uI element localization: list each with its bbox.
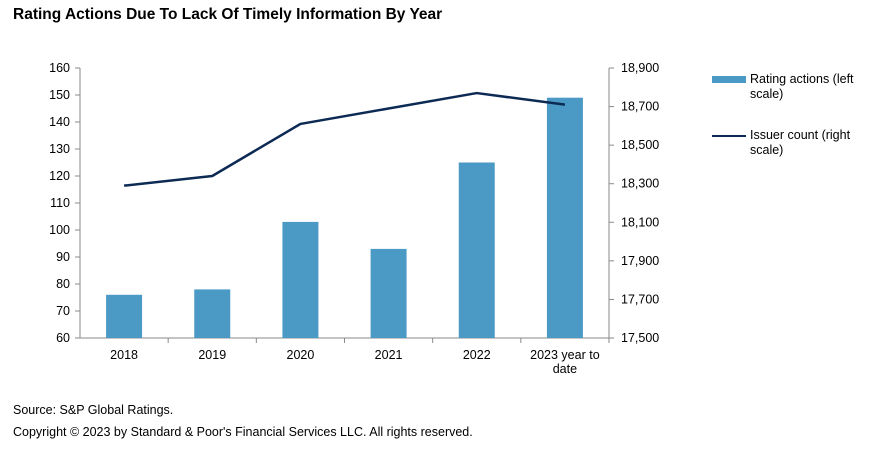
tick-labels: 60 70 80 90 100 110 120 130 140 150 160 17,500 17,70… bbox=[49, 61, 659, 376]
right-tick-label: 17,900 bbox=[621, 254, 659, 268]
left-tick-label: 70 bbox=[56, 304, 70, 318]
right-tick-label: 18,700 bbox=[621, 100, 659, 114]
left-tick-label: 80 bbox=[56, 277, 70, 291]
bar bbox=[106, 294, 143, 338]
right-tick-label: 17,700 bbox=[621, 292, 659, 306]
bar bbox=[194, 289, 231, 338]
bar bbox=[282, 221, 319, 338]
legend-line-label: Issuer count (right scale) bbox=[750, 128, 851, 157]
axes bbox=[75, 67, 614, 343]
chart-title: Rating Actions Due To Lack Of Timely Inf… bbox=[13, 6, 443, 23]
bar-series bbox=[106, 97, 583, 338]
x-tick-label: 2019 bbox=[198, 348, 226, 362]
left-tick-label: 140 bbox=[49, 115, 70, 129]
bar bbox=[546, 97, 583, 338]
left-tick-label: 130 bbox=[49, 142, 70, 156]
bar bbox=[458, 162, 495, 338]
right-tick-label: 18,900 bbox=[621, 61, 659, 75]
legend-bar-label: Rating actions (left scale) bbox=[750, 72, 854, 101]
right-tick-label: 18,300 bbox=[621, 177, 659, 191]
left-tick-label: 110 bbox=[50, 196, 70, 210]
source-note: Source: S&P Global Ratings. bbox=[13, 403, 174, 417]
issuer-count-line bbox=[123, 91, 566, 187]
left-tick-label: 60 bbox=[56, 331, 70, 345]
left-tick-label: 100 bbox=[49, 223, 70, 237]
chart: 60 70 80 90 100 110 120 130 140 150 160 17,500 17,70… bbox=[49, 61, 659, 376]
right-tick-label: 18,100 bbox=[621, 215, 659, 229]
line-series bbox=[123, 91, 566, 187]
right-tick-label: 18,500 bbox=[621, 138, 659, 152]
copyright-note: Copyright © 2023 by Standard & Poor's Fi… bbox=[13, 425, 473, 439]
bar bbox=[370, 248, 407, 338]
left-tick-label: 160 bbox=[49, 61, 70, 75]
x-tick-label: 2020 bbox=[287, 348, 315, 362]
x-tick-label: 2023 year to date bbox=[530, 348, 600, 376]
legend-bar-swatch bbox=[712, 76, 746, 83]
left-tick-label: 120 bbox=[49, 169, 70, 183]
x-tick-label: 2021 bbox=[375, 348, 403, 362]
x-tick-label: 2022 bbox=[463, 348, 491, 362]
x-tick-label: 2018 bbox=[110, 348, 138, 362]
right-tick-label: 17,500 bbox=[621, 331, 659, 345]
legend-line-swatch bbox=[712, 135, 746, 137]
left-tick-label: 150 bbox=[49, 88, 70, 102]
left-tick-label: 90 bbox=[56, 250, 70, 264]
